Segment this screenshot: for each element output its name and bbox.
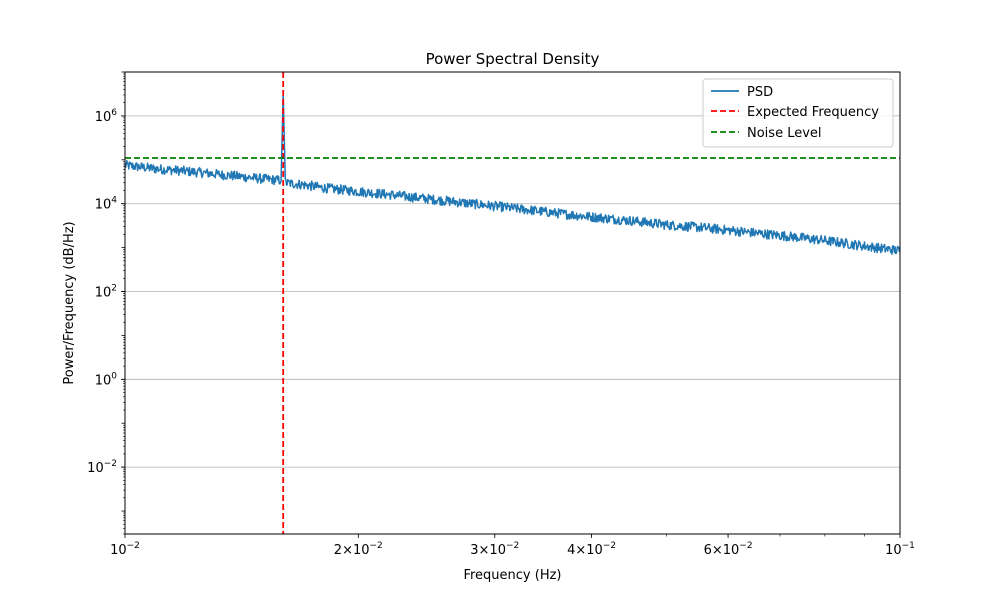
x-tick-label: 10−2 <box>110 541 140 558</box>
axes-frame <box>124 71 901 535</box>
y-tick-label: 100 <box>95 371 118 388</box>
legend-expected-frequency-label: Expected Frequency <box>747 105 879 120</box>
chart-title: Power Spectral Density <box>426 50 600 68</box>
psd-line <box>125 94 900 255</box>
legend-box <box>702 78 894 148</box>
x-axis-label: Frequency (Hz) <box>463 568 561 583</box>
legend-psd-label: PSD <box>747 85 773 100</box>
y-tick-label: 104 <box>95 196 118 213</box>
x-axis: 10−2 2×10−2 3×10−2 4×10−2 6×10−2 10−1 <box>110 534 915 558</box>
y-axis-label: Power/Frequency (dB/Hz) <box>62 221 77 384</box>
y-tick-label: 10−2 <box>87 459 117 476</box>
x-tick-label: 6×10−2 <box>704 541 753 558</box>
y-tick-label: 102 <box>95 284 117 301</box>
legend: PSD Expected Frequency Noise Level <box>702 78 894 148</box>
y-axis: 106 104 102 100 10−2 <box>87 71 125 535</box>
x-tick-label: 4×10−2 <box>567 541 616 558</box>
y-tick-label: 106 <box>95 108 118 125</box>
x-tick-label: 2×10−2 <box>334 541 383 558</box>
x-tick-label: 10−1 <box>885 541 915 558</box>
x-tick-label: 3×10−2 <box>470 541 519 558</box>
legend-noise-level-label: Noise Level <box>747 126 822 141</box>
plot-area <box>125 72 900 534</box>
